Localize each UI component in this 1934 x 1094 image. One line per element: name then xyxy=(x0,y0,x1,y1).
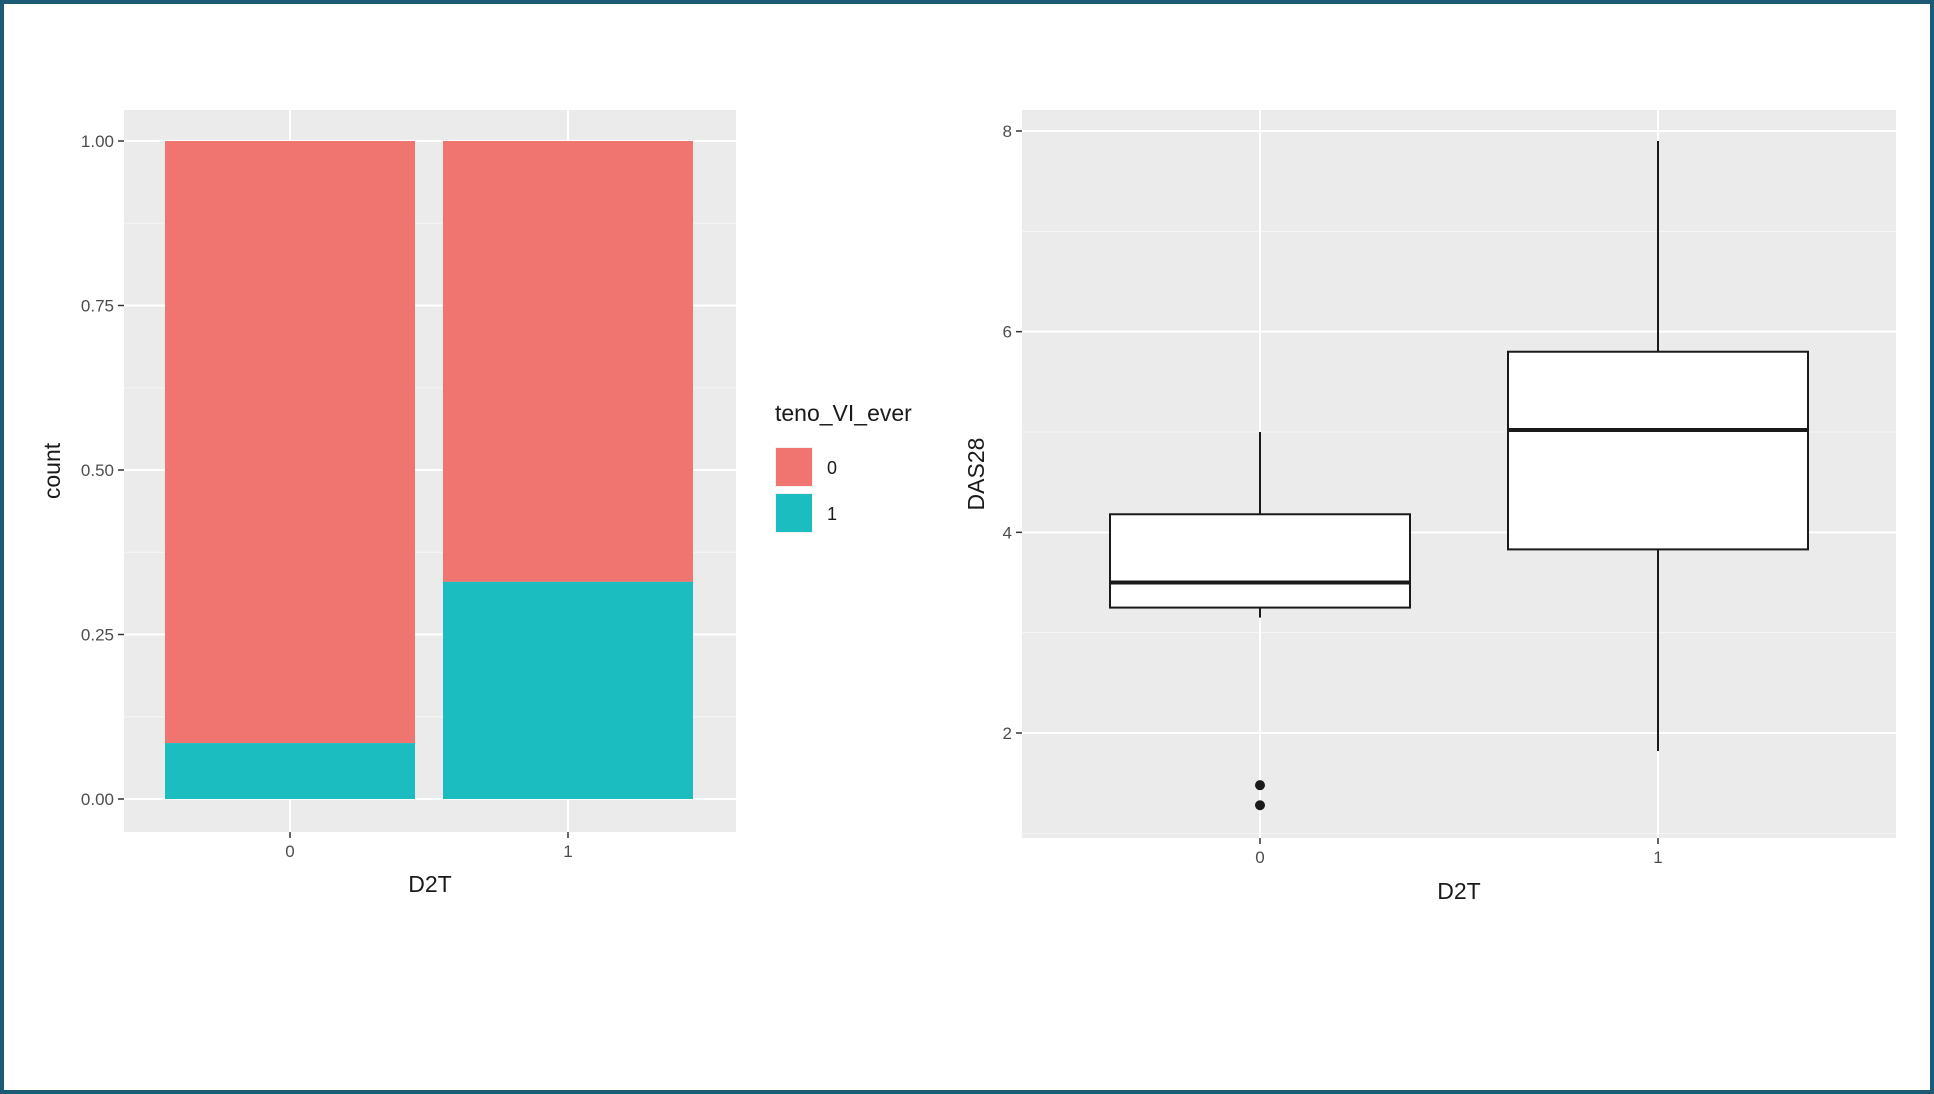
legend-label: 0 xyxy=(827,458,837,478)
bar-segment-series-1 xyxy=(443,581,693,799)
y-tick-label: 0.75 xyxy=(81,297,114,316)
x-axis-title: D2T xyxy=(1437,878,1480,904)
bar-segment-series-0 xyxy=(165,141,415,744)
y-axis-title: count xyxy=(39,442,65,499)
interquartile-box xyxy=(1507,350,1809,551)
box-plot-chart: 2 4 6 8 0 1 D2T DAS28 xyxy=(963,110,1896,904)
legend-swatch xyxy=(776,494,812,532)
y-tick-label: 6 xyxy=(1003,323,1012,342)
x-tick-label: 0 xyxy=(1255,848,1264,867)
y-axis-title: DAS28 xyxy=(963,438,989,511)
y-tick-label: 8 xyxy=(1003,122,1012,141)
y-tick-label: 0.50 xyxy=(81,461,114,480)
y-tick-label: 2 xyxy=(1003,724,1012,743)
outlier-point xyxy=(1255,780,1265,791)
legend-label: 1 xyxy=(827,504,837,524)
legend-title: teno_VI_ever xyxy=(775,400,912,426)
y-tick-label: 0.25 xyxy=(81,626,114,645)
bar-segment-series-0 xyxy=(443,141,693,582)
outlier-point xyxy=(1255,800,1265,811)
x-tick-label: 1 xyxy=(1653,848,1662,867)
x-tick-label: 0 xyxy=(285,842,294,861)
x-tick-label: 1 xyxy=(563,842,572,861)
bar-segment-series-1 xyxy=(165,743,415,799)
stacked-bar-chart: 0.00 0.25 0.50 0.75 1.00 0 1 D2T count teno_VI_ev… xyxy=(39,110,912,897)
y-tick-label: 4 xyxy=(1003,523,1012,542)
y-tick-label: 0.00 xyxy=(81,790,114,809)
x-axis-title: D2T xyxy=(408,871,451,897)
y-tick-label: 1.00 xyxy=(81,132,114,151)
figure-canvas: 0.00 0.25 0.50 0.75 1.00 0 1 D2T count teno_VI_ev… xyxy=(39,110,1896,904)
legend-swatch xyxy=(776,448,812,486)
interquartile-box xyxy=(1109,513,1411,609)
